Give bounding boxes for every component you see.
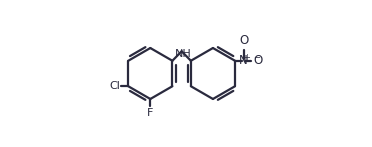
Text: O: O: [253, 54, 263, 67]
Text: +: +: [243, 53, 250, 62]
Text: Cl: Cl: [110, 81, 121, 91]
Text: NH: NH: [175, 49, 192, 59]
Text: F: F: [147, 108, 154, 118]
Text: O: O: [239, 34, 248, 47]
Text: −: −: [253, 53, 260, 62]
Text: N: N: [239, 54, 248, 67]
